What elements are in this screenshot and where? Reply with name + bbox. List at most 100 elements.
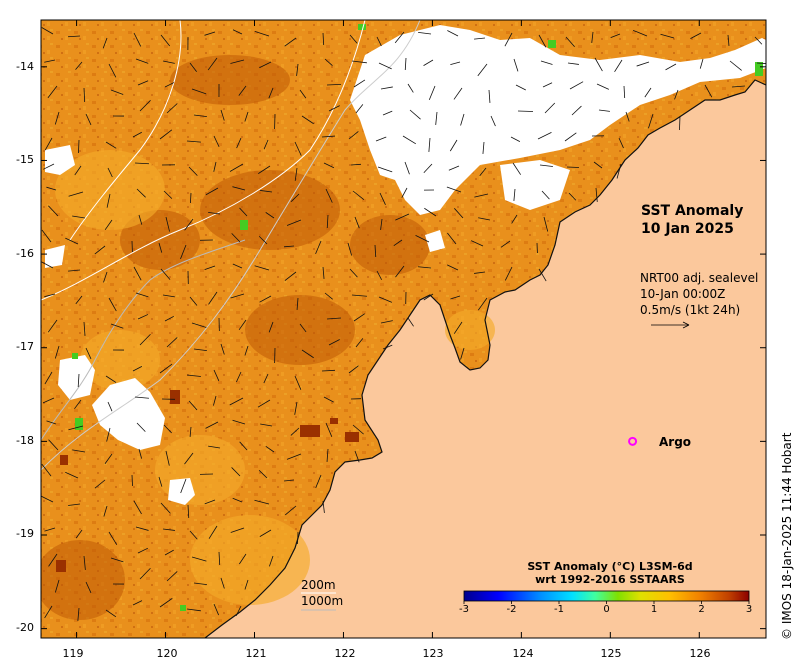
- current-vector: [380, 218, 383, 230]
- lat-tick-label: -14: [16, 60, 34, 73]
- current-vector: [460, 347, 465, 360]
- current-vector: [294, 141, 302, 156]
- current-vector: [268, 87, 274, 99]
- current-vector: [186, 608, 201, 612]
- current-vector: [395, 265, 405, 278]
- current-vector: [83, 87, 86, 103]
- current-vector: [77, 373, 80, 387]
- current-vector: [377, 166, 393, 173]
- current-vector: [138, 214, 143, 225]
- current-vector: [105, 375, 117, 383]
- current-vector: [235, 605, 242, 617]
- lat-tick-label: -19: [16, 527, 34, 540]
- current-vector: [232, 419, 246, 425]
- current-vector: [41, 229, 52, 243]
- current-vector: [191, 88, 207, 95]
- current-vector: [326, 214, 329, 229]
- current-vector: [258, 470, 268, 479]
- current-vector: [474, 193, 489, 198]
- argo-float-marker[interactable]: [628, 436, 638, 446]
- current-vector: [166, 103, 178, 114]
- current-vector: [407, 317, 414, 327]
- current-vector: [324, 58, 333, 66]
- lon-tick-label: 126: [689, 647, 711, 660]
- current-vector: [186, 140, 201, 143]
- current-vector: [191, 556, 207, 562]
- current-vector: [41, 27, 54, 35]
- current-vector: [263, 373, 269, 384]
- current-vector: [284, 245, 295, 248]
- current-vector: [541, 190, 550, 200]
- current-vector: [453, 87, 463, 100]
- current-vector: [137, 80, 149, 86]
- current-vector: [729, 60, 742, 71]
- current-vector: [134, 162, 150, 165]
- current-vector: [323, 396, 334, 403]
- current-vector: [542, 82, 553, 88]
- current-vector: [68, 269, 81, 272]
- current-vector: [598, 109, 610, 112]
- current-vector: [75, 61, 83, 70]
- current-vector: [107, 167, 113, 178]
- current-vector: [42, 397, 55, 404]
- current-vector: [72, 449, 86, 453]
- cloud-mask: [45, 25, 766, 505]
- current-vector: [435, 111, 438, 125]
- current-vector: [351, 294, 367, 297]
- current-vector: [132, 131, 142, 138]
- current-vector: [41, 495, 54, 503]
- current-vector: [47, 85, 58, 99]
- current-vector: [636, 61, 650, 67]
- colorbar-title: SST Anomaly (°C) L3SM-6d wrt 1992-2016 S…: [465, 560, 755, 586]
- current-vector: [193, 582, 207, 586]
- contour-200m: [41, 20, 366, 301]
- current-vector: [108, 531, 118, 546]
- current-vector: [374, 244, 377, 258]
- current-vector: [284, 479, 295, 482]
- current-vector: [454, 208, 464, 219]
- current-vector: [326, 317, 341, 320]
- current-vector: [48, 439, 59, 451]
- current-vector: [67, 35, 81, 38]
- current-vector: [322, 266, 325, 279]
- current-vector: [446, 186, 462, 193]
- current-vector: [538, 34, 547, 48]
- current-vector: [180, 478, 187, 494]
- current-vector: [674, 89, 679, 100]
- colorbar-tick-label: -3: [459, 604, 469, 615]
- current-vector: [239, 207, 248, 217]
- current-vector: [286, 453, 302, 460]
- current-vector: [85, 581, 92, 594]
- current-vector: [269, 555, 274, 567]
- current-vector: [325, 422, 333, 437]
- lon-tick-label: 122: [334, 647, 356, 660]
- current-vector: [133, 500, 142, 515]
- current-vector: [567, 62, 579, 65]
- current-vector: [254, 265, 270, 271]
- current-vector: [474, 271, 486, 274]
- current-vector: [380, 320, 393, 324]
- current-vector: [110, 89, 124, 95]
- current-vector: [328, 105, 340, 112]
- current-vector: [500, 240, 511, 248]
- map-title-text: SST Anomaly: [641, 203, 744, 219]
- current-vector: [184, 218, 194, 231]
- current-vector: [263, 139, 269, 150]
- current-vector: [136, 188, 146, 198]
- current-vector: [160, 268, 171, 280]
- current-vector: [512, 162, 521, 175]
- map-date: 10 Jan 2025: [641, 221, 734, 237]
- current-vector: [446, 264, 459, 271]
- current-vector: [382, 344, 393, 350]
- current-vector: [297, 531, 299, 545]
- current-vector: [538, 268, 547, 282]
- current-vector: [85, 347, 92, 360]
- current-vector: [103, 271, 108, 283]
- coastline: [204, 79, 766, 638]
- current-vector: [193, 348, 207, 352]
- current-vector: [105, 609, 117, 618]
- current-vector: [48, 553, 58, 567]
- current-vector: [105, 141, 117, 149]
- current-vector: [260, 190, 273, 193]
